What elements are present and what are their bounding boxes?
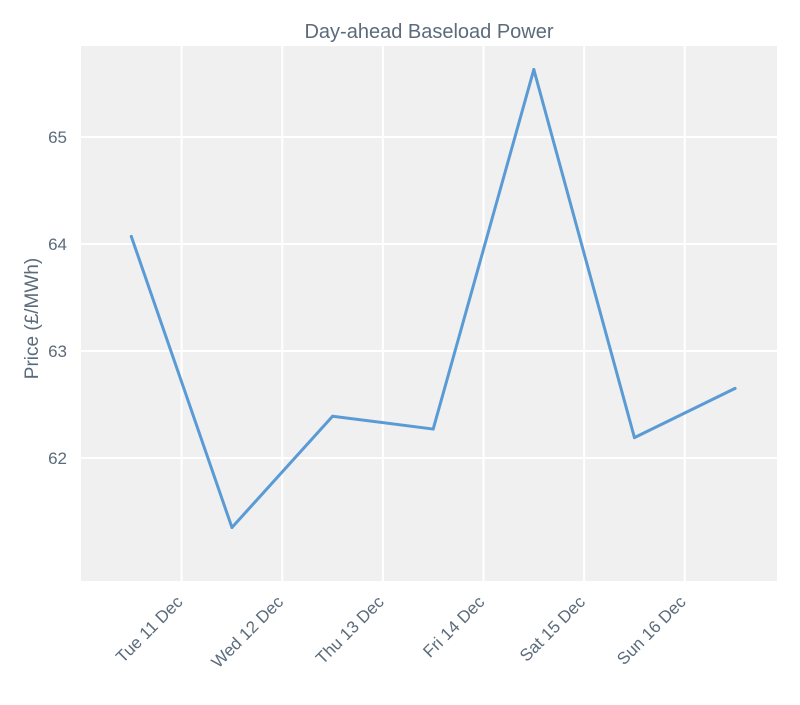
data-point bbox=[632, 436, 636, 440]
data-point bbox=[431, 427, 435, 431]
chart-title: Day-ahead Baseload Power bbox=[304, 21, 553, 43]
y-tick-label: 64 bbox=[48, 235, 67, 254]
data-point bbox=[230, 526, 234, 529]
data-point bbox=[532, 68, 536, 72]
y-tick-label: 62 bbox=[48, 449, 67, 468]
plot-area bbox=[81, 46, 777, 581]
x-tick-label: Sun 16 Dec bbox=[613, 592, 690, 669]
y-axis-label: Price (£/MWh) bbox=[22, 258, 43, 379]
grid-lines bbox=[81, 46, 777, 581]
data-point bbox=[331, 414, 335, 418]
data-point bbox=[733, 386, 737, 390]
x-tick-label: Wed 12 Dec bbox=[208, 592, 288, 672]
data-point bbox=[129, 234, 133, 238]
y-tick-label: 63 bbox=[48, 342, 67, 361]
x-tick-label: Tue 11 Dec bbox=[112, 592, 187, 667]
series-layer bbox=[129, 68, 737, 529]
y-tick-label: 65 bbox=[48, 128, 67, 147]
x-tick-label: Fri 14 Dec bbox=[419, 592, 488, 661]
x-tick-label: Sat 15 Dec bbox=[516, 592, 589, 665]
x-tick-label: Thu 13 Dec bbox=[312, 592, 388, 668]
